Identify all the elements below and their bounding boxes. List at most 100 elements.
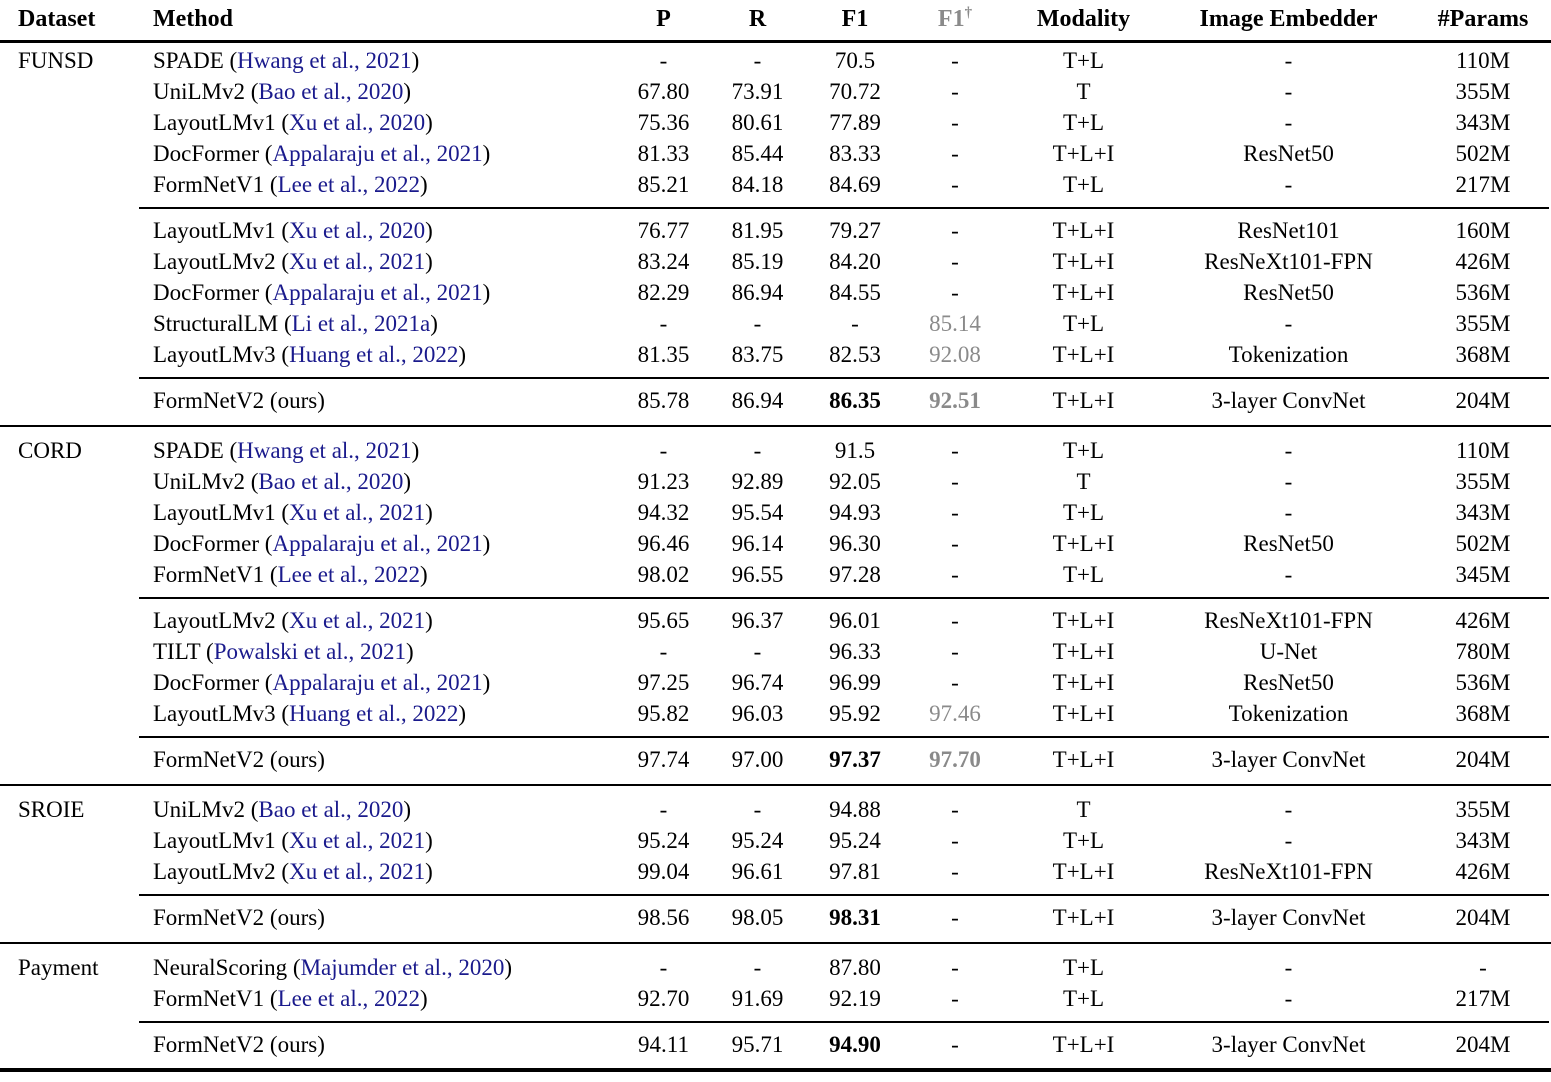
method-name: LayoutLMv1 xyxy=(153,109,276,135)
cell-method: LayoutLMv2 (Xu et al., 2021) xyxy=(153,858,433,884)
method-name: DocFormer xyxy=(153,140,260,166)
cell-image-embedder: 3-layer ConvNet xyxy=(1211,904,1366,930)
cell-precision: 96.46 xyxy=(637,530,690,556)
cell-params: 160M xyxy=(1455,217,1511,243)
citation-link[interactable]: Bao et al., 2020 xyxy=(258,796,404,822)
method-name: FormNetV2 xyxy=(153,1031,265,1057)
cell-method: LayoutLMv1 (Xu et al., 2020) xyxy=(153,109,433,135)
method-name: FormNetV2 xyxy=(153,387,265,413)
cell-params: 426M xyxy=(1455,858,1511,884)
citation-link[interactable]: Huang et al., 2022 xyxy=(289,341,459,367)
table-row: FormNetV1 (Lee et al., 2022) 92.70 91.69 92… xyxy=(0,983,1551,1014)
citation-link[interactable]: Xu et al., 2021 xyxy=(289,248,426,274)
cell-f1-dagger: 97.46 xyxy=(929,700,981,726)
cell-image-embedder: ResNet50 xyxy=(1243,669,1334,695)
cell-modality: T+L+I xyxy=(1052,140,1115,166)
citation-link[interactable]: Appalaraju et al., 2021 xyxy=(272,669,483,695)
citation-link[interactable]: Lee et al., 2022 xyxy=(277,171,421,197)
citation-link[interactable]: Lee et al., 2022 xyxy=(277,561,421,587)
cell-recall: 81.95 xyxy=(731,217,784,243)
group-divider-rule xyxy=(139,1020,1549,1023)
citation-link[interactable]: Appalaraju et al., 2021 xyxy=(272,530,483,556)
cell-params: 368M xyxy=(1455,700,1511,726)
cell-precision: 97.74 xyxy=(637,746,690,772)
citation-link[interactable]: Xu et al., 2021 xyxy=(289,607,426,633)
citation-link[interactable]: Hwang et al., 2021 xyxy=(237,47,412,73)
cell-params: 780M xyxy=(1455,638,1511,664)
citation-link[interactable]: Appalaraju et al., 2021 xyxy=(272,140,483,166)
cell-recall: 85.19 xyxy=(731,248,784,274)
cell-precision: 99.04 xyxy=(637,858,690,884)
group-divider xyxy=(0,729,1551,744)
group-divider xyxy=(0,887,1551,902)
cell-recall: 96.74 xyxy=(731,669,784,695)
citation-link[interactable]: Powalski et al., 2021 xyxy=(213,638,406,664)
citation-link[interactable]: Li et al., 2021a xyxy=(291,310,431,336)
table-body: FUNSD SPADE (Hwang et al., 2021) - - 70.5 - T+… xyxy=(0,43,1551,1063)
cell-modality: T+L+I xyxy=(1052,638,1115,664)
cell-params: - xyxy=(1479,954,1487,980)
citation-link[interactable]: Xu et al., 2020 xyxy=(289,109,426,135)
cell-image-embedder: - xyxy=(1284,954,1293,980)
cell-modality: T+L+I xyxy=(1052,700,1115,726)
method-name: FormNetV1 xyxy=(153,171,265,197)
cell-precision: 67.80 xyxy=(637,78,690,104)
dataset-label: SROIE xyxy=(18,796,85,822)
section-divider-rule xyxy=(0,425,1551,427)
citation-link[interactable]: Hwang et al., 2021 xyxy=(237,437,412,463)
cell-f1: 70.72 xyxy=(829,78,881,104)
col-header-f1-dagger: F1† xyxy=(937,4,973,32)
table-row: LayoutLMv2 (Xu et al., 2021) 99.04 96.61 97… xyxy=(0,856,1551,887)
method-note: ours xyxy=(277,1031,318,1057)
table-row: CORD SPADE (Hwang et al., 2021) - - 91.5 - T+L… xyxy=(0,435,1551,466)
group-divider xyxy=(0,200,1551,215)
cell-precision: 95.82 xyxy=(637,700,690,726)
citation-link[interactable]: Appalaraju et al., 2021 xyxy=(272,279,483,305)
citation-link[interactable]: Bao et al., 2020 xyxy=(258,468,404,494)
cell-method: UniLMv2 (Bao et al., 2020) xyxy=(153,796,412,822)
citation-link[interactable]: Lee et al., 2022 xyxy=(277,985,421,1011)
table-row: DocFormer (Appalaraju et al., 2021) 82.29… xyxy=(0,277,1551,308)
cell-recall: - xyxy=(753,310,762,336)
cell-params: 110M xyxy=(1455,437,1511,463)
citation-link[interactable]: Xu et al., 2021 xyxy=(289,858,426,884)
table-row: FormNetV1 (Lee et al., 2022) 85.21 84.18 84… xyxy=(0,169,1551,200)
cell-f1-dagger: - xyxy=(951,904,959,930)
cell-params: 217M xyxy=(1455,171,1511,197)
citation-link[interactable]: Huang et al., 2022 xyxy=(289,700,459,726)
table-row: FormNetV2 (ours) 85.78 86.94 86.35 92.51 T+L+… xyxy=(0,385,1551,416)
cell-f1-dagger: - xyxy=(951,985,959,1011)
cell-f1-dagger: 85.14 xyxy=(929,310,981,336)
method-name: LayoutLMv1 xyxy=(153,827,276,853)
method-name: DocFormer xyxy=(153,669,260,695)
cell-params: 355M xyxy=(1455,468,1511,494)
cell-params: 204M xyxy=(1455,387,1511,413)
cell-precision: 82.29 xyxy=(637,279,690,305)
col-header-method: Method xyxy=(153,5,233,32)
citation-link[interactable]: Majumder et al., 2020 xyxy=(300,954,505,980)
method-name: LayoutLMv1 xyxy=(153,499,276,525)
cell-f1: 94.90 xyxy=(829,1031,881,1057)
cell-method: UniLMv2 (Bao et al., 2020) xyxy=(153,78,412,104)
citation-link[interactable]: Xu et al., 2021 xyxy=(289,499,426,525)
cell-recall: 92.89 xyxy=(731,468,784,494)
method-name: LayoutLMv3 xyxy=(153,341,276,367)
cell-image-embedder: ResNet50 xyxy=(1243,140,1334,166)
citation-link[interactable]: Xu et al., 2021 xyxy=(289,827,426,853)
cell-image-embedder: U-Net xyxy=(1259,638,1318,664)
cell-image-embedder: 3-layer ConvNet xyxy=(1211,387,1366,413)
citation-link[interactable]: Xu et al., 2020 xyxy=(289,217,426,243)
cell-f1: 98.31 xyxy=(829,904,881,930)
method-name: DocFormer xyxy=(153,530,260,556)
cell-f1: 77.89 xyxy=(829,109,881,135)
dataset-label: Payment xyxy=(18,954,99,980)
citation-link[interactable]: Bao et al., 2020 xyxy=(258,78,404,104)
table-row: LayoutLMv1 (Xu et al., 2021) 95.24 95.24 95… xyxy=(0,825,1551,856)
cell-f1: 87.80 xyxy=(829,954,881,980)
method-name: FormNetV2 xyxy=(153,746,265,772)
cell-f1-dagger: - xyxy=(951,669,959,695)
cell-image-embedder: - xyxy=(1284,985,1293,1011)
table-row: LayoutLMv3 (Huang et al., 2022) 95.82 96.0… xyxy=(0,698,1551,729)
method-name: NeuralScoring xyxy=(153,954,288,980)
cell-modality: T+L+I xyxy=(1052,248,1115,274)
